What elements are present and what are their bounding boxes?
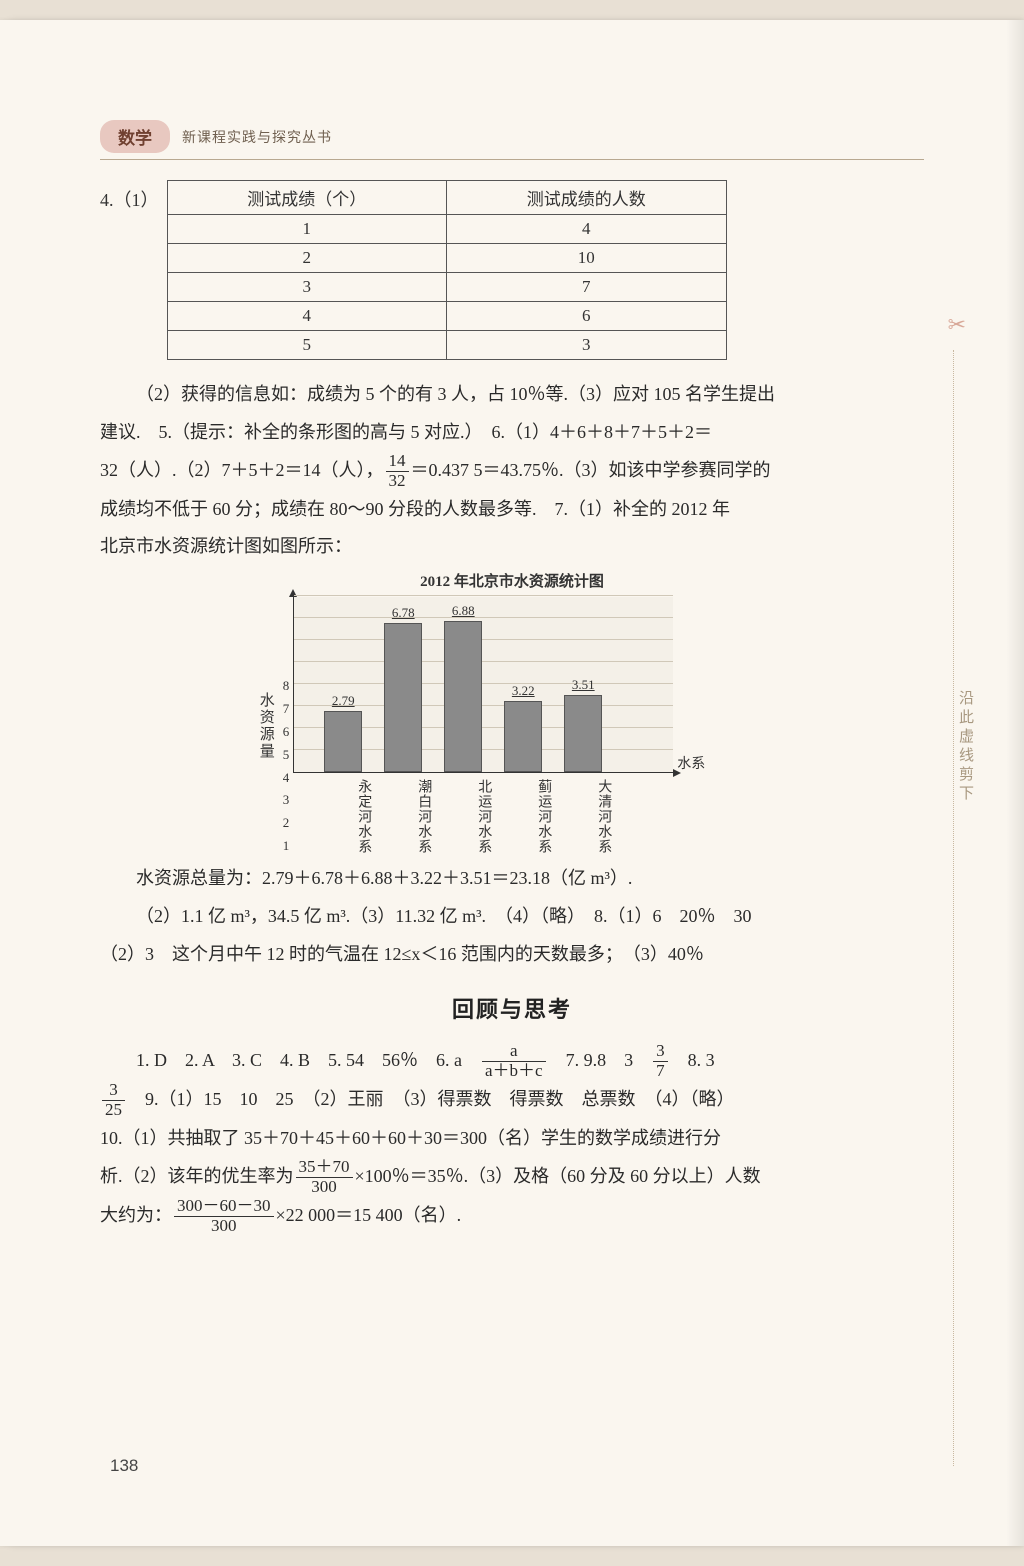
gridline: [294, 639, 673, 640]
table-row: 53: [167, 331, 726, 360]
fraction: 300－60－30300: [174, 1197, 274, 1235]
text: （2）获得的信息如：成绩为 5 个的有 3 人，占 10％等.（3）应对 105…: [136, 384, 775, 404]
col-header: 测试成绩的人数: [447, 181, 727, 215]
text: （2）3 这个月中午 12 时的气温在 12≤x＜16 范围内的天数最多； （3…: [100, 944, 704, 964]
section-title: 回顾与思考: [100, 992, 924, 1024]
gridline: [294, 661, 673, 662]
table-row: 14: [167, 215, 726, 244]
text: ×100％＝35％.（3）及格（60 分及 60 分以上）人数: [355, 1166, 761, 1186]
scissor-icon: ✂: [948, 312, 966, 338]
text: 大约为：: [100, 1205, 172, 1225]
text: 建议. 5.（提示：补全的条形图的高与 5 对应.） 6.（1）4＋6＋8＋7＋…: [100, 422, 712, 442]
bar: [444, 621, 482, 772]
x-category-label: 蓟运河水系: [493, 773, 553, 854]
subject-tag: 数学: [100, 120, 170, 153]
bar: [504, 701, 542, 772]
table-row: 测试成绩（个） 测试成绩的人数: [167, 181, 726, 215]
bar-value-label: 3.22: [493, 683, 553, 699]
page-number: 138: [110, 1456, 138, 1476]
q4-table: 测试成绩（个） 测试成绩的人数 14 210 37 46 53: [167, 180, 727, 360]
chart-wrap: 水资源量 8 7 6 5 4 3 2 1 2.79 6.786.88 3.223.5…: [100, 597, 924, 854]
fraction: aa＋b＋c: [482, 1042, 546, 1080]
q4-label: 4.（1）: [100, 180, 159, 212]
para3: 1. D 2. A 3. C 4. B 5. 54 56％ 6. a aa＋b＋…: [100, 1042, 924, 1236]
text: 析.（2）该年的优生率为: [100, 1166, 294, 1186]
text: ×22 000＝15 400（名）.: [276, 1205, 462, 1225]
table-row: 210: [167, 244, 726, 273]
x-category-label: 大清河水系: [553, 773, 613, 854]
text: ＝0.437 5＝43.75％.（3）如该中学参赛同学的: [411, 460, 771, 480]
bar-chart: 水资源量 8 7 6 5 4 3 2 1 2.79 6.786.88 3.223.5…: [256, 597, 769, 854]
page: 数学 新课程实践与探究丛书 4.（1） 测试成绩（个） 测试成绩的人数 14 2…: [0, 20, 1024, 1546]
text: 成绩均不低于 60 分；成绩在 80～90 分段的人数最多等. 7.（1）补全的…: [100, 499, 730, 519]
x-category-label: 北运河水系: [433, 773, 493, 854]
header-row: 数学 新课程实践与探究丛书: [100, 120, 924, 160]
text: 10.（1）共抽取了 35＋70＋45＋60＋60＋30＝300（名）学生的数学…: [100, 1128, 721, 1148]
series-title: 新课程实践与探究丛书: [182, 127, 332, 147]
bar-value-label: 3.51: [553, 677, 613, 693]
text: 1. D 2. A 3. C 4. B 5. 54 56％ 6. a: [136, 1050, 480, 1070]
text: 8. 3: [670, 1050, 715, 1070]
para1: （2）获得的信息如：成绩为 5 个的有 3 人，占 10％等.（3）应对 105…: [100, 376, 924, 566]
fraction: 37: [653, 1042, 668, 1080]
bar: [324, 711, 362, 772]
para2: 水资源总量为：2.79＋6.78＋6.88＋3.22＋3.51＝23.18（亿 …: [100, 860, 924, 973]
text: 7. 9.8 3: [548, 1050, 652, 1070]
x-category-label: 永定河水系: [313, 773, 373, 854]
fraction: 35＋70300: [296, 1158, 353, 1196]
cut-line: [953, 350, 954, 1466]
text: （2）1.1 亿 m³，34.5 亿 m³.（3）11.32 亿 m³. （4）…: [136, 906, 752, 926]
y-axis-label: 水资源量: [256, 692, 277, 760]
bar: [384, 623, 422, 772]
fraction: 1432: [386, 452, 409, 490]
x-category-label: 潮白河水系: [373, 773, 433, 854]
bar-value-label: 6.78: [373, 605, 433, 621]
table-row: 46: [167, 302, 726, 331]
arrow-icon: [673, 769, 681, 777]
bar: [564, 695, 602, 772]
bar-value-label: 6.88: [433, 603, 493, 619]
bar-value-label: 2.79: [313, 693, 373, 709]
chart-title: 2012 年北京市水资源统计图: [100, 570, 924, 591]
text: 9.（1）15 10 25 （2）王丽 （3）得票数 得票数 总票数 （4）（略…: [127, 1089, 735, 1109]
q4-row: 4.（1） 测试成绩（个） 测试成绩的人数 14 210 37 46 53: [100, 180, 924, 360]
gridline: [294, 683, 673, 684]
text: 北京市水资源统计图如图所示：: [100, 536, 352, 556]
text: 32（人）.（2）7＋5＋2＝14（人），: [100, 460, 384, 480]
col-header: 测试成绩（个）: [167, 181, 447, 215]
plot-area: 2.79 6.786.88 3.223.51: [293, 597, 673, 773]
text: 水资源总量为：2.79＋6.78＋6.88＋3.22＋3.51＝23.18（亿 …: [136, 868, 632, 888]
table-row: 37: [167, 273, 726, 302]
fraction: 325: [102, 1081, 125, 1119]
y-ticks: 8 7 6 5 4 3 2 1: [283, 678, 290, 854]
cut-line-text: 沿此虚线剪下: [955, 690, 976, 804]
gridline: [294, 595, 673, 596]
x-categories: 永定河水系潮白河水系北运河水系蓟运河水系大清河水系: [293, 773, 705, 854]
edge-shadow: [1006, 20, 1024, 1546]
